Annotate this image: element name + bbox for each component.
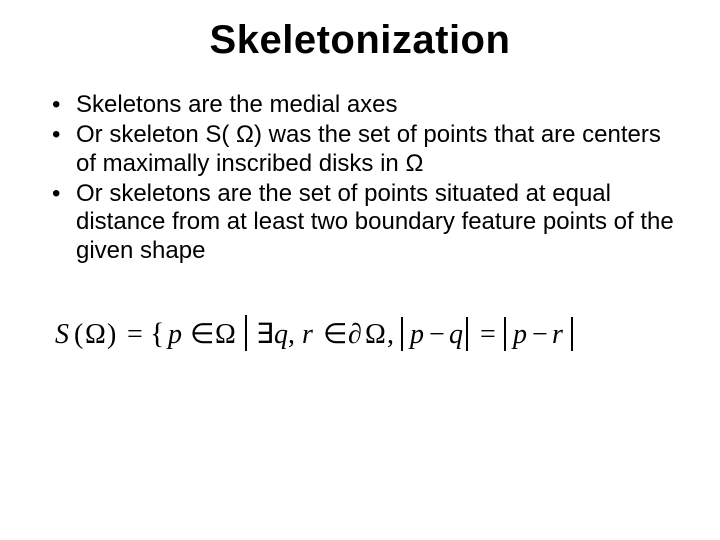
sym-exists: ∃ — [256, 319, 274, 350]
sym-q: q — [274, 319, 288, 350]
sym-in: ∈ — [323, 319, 347, 350]
sym-q: q — [449, 319, 463, 350]
formula-svg: S ( Ω ) = { p ∈ Ω ∃ q , r ∈ ∂ — [50, 309, 670, 359]
list-item: Or skeleton S( Ω) was the set of points … — [58, 121, 680, 178]
sym-minus: − — [429, 319, 445, 350]
sym-p: p — [166, 319, 182, 350]
sym-eq: = — [480, 319, 496, 350]
sym-r: r — [552, 319, 563, 350]
sym-comma: , — [387, 319, 394, 350]
formula-block: S ( Ω ) = { p ∈ Ω ∃ q , r ∈ ∂ — [30, 309, 690, 364]
sym-partial: ∂ — [348, 319, 362, 350]
sym-omega: Ω — [365, 319, 386, 350]
sym-omega: Ω — [215, 319, 236, 350]
sym-p: p — [408, 319, 424, 350]
page-title: Skeletonization — [30, 18, 690, 63]
sym-r: r — [302, 319, 313, 350]
slide: Skeletonization Skeletons are the medial… — [0, 0, 720, 540]
sym-comma: , — [288, 319, 295, 350]
sym-lbrace: { — [150, 317, 164, 350]
list-item: Or skeletons are the set of points situa… — [58, 180, 680, 265]
sym-S: S — [55, 319, 69, 350]
sym-open-paren: ( — [74, 319, 83, 350]
bullet-list: Skeletons are the medial axes Or skeleto… — [30, 91, 690, 265]
sym-eq: = — [127, 319, 143, 350]
sym-close-paren: ) — [107, 319, 116, 350]
sym-in: ∈ — [190, 319, 214, 350]
sym-p: p — [511, 319, 527, 350]
sym-minus: − — [532, 319, 548, 350]
list-item: Skeletons are the medial axes — [58, 91, 680, 119]
sym-omega: Ω — [85, 319, 106, 350]
